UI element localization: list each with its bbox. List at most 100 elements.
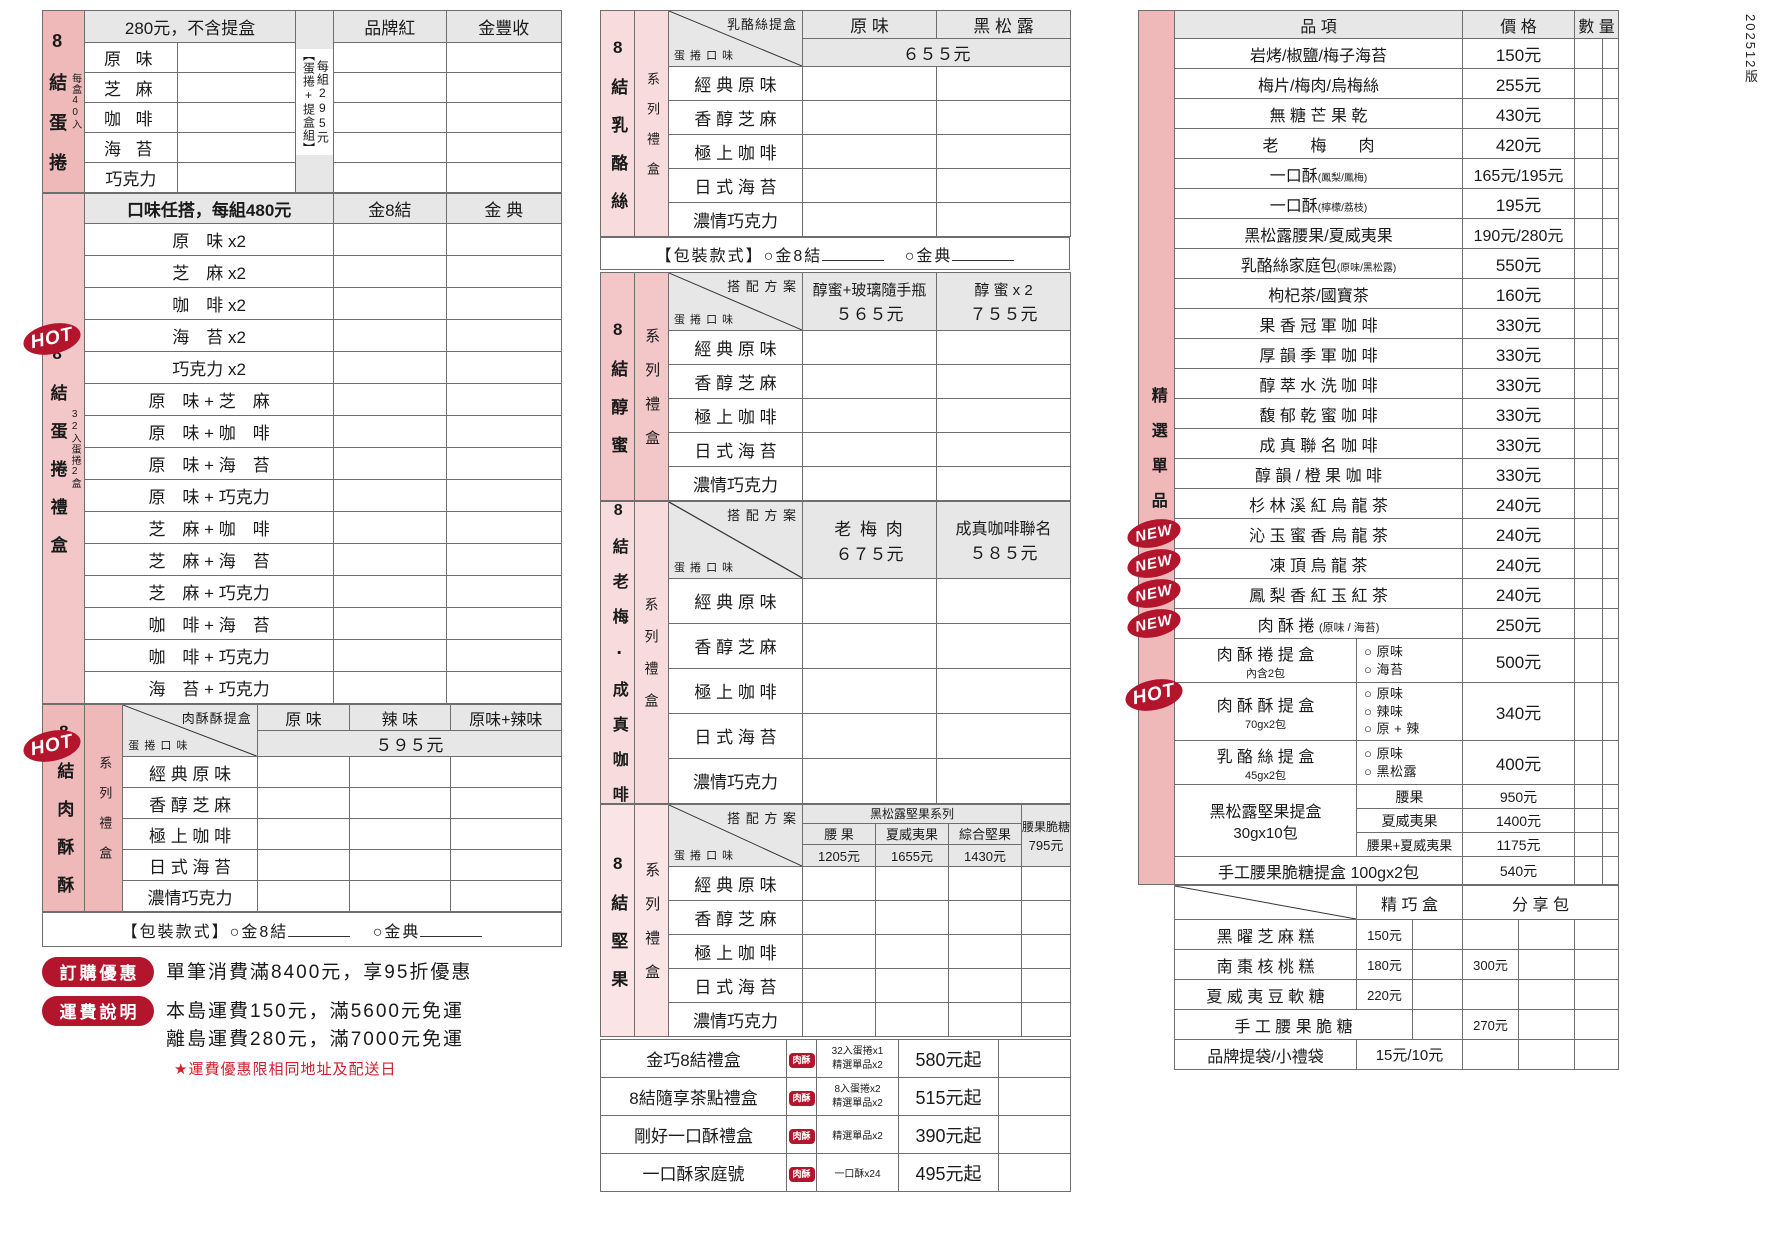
qty-cell[interactable] bbox=[1602, 548, 1620, 579]
package2-opt1-blank[interactable] bbox=[822, 259, 885, 261]
qty-cell[interactable] bbox=[802, 398, 937, 433]
qty-cell[interactable] bbox=[1574, 308, 1604, 339]
qty-cell[interactable] bbox=[1518, 1039, 1575, 1070]
qty-cell[interactable] bbox=[802, 168, 937, 203]
qty-cell[interactable] bbox=[333, 639, 447, 672]
qty-cell[interactable] bbox=[875, 968, 949, 1003]
qty-cell[interactable] bbox=[936, 398, 1071, 433]
qty-cell[interactable] bbox=[1574, 518, 1604, 549]
qty-cell[interactable] bbox=[802, 432, 937, 467]
qty-cell[interactable] bbox=[445, 72, 563, 103]
package-opt2[interactable]: ○金典 bbox=[372, 923, 421, 941]
qty-cell[interactable] bbox=[947, 934, 1023, 969]
qty-cell[interactable] bbox=[449, 818, 563, 850]
qty-cell[interactable] bbox=[333, 447, 447, 480]
qty-cell[interactable] bbox=[1602, 488, 1620, 519]
qty-cell[interactable] bbox=[1021, 968, 1072, 1003]
qty-cell[interactable] bbox=[256, 787, 351, 819]
qty-cell[interactable] bbox=[333, 162, 447, 193]
qty-cell[interactable] bbox=[333, 671, 447, 704]
qty-cell[interactable] bbox=[445, 543, 563, 576]
qty-cell[interactable] bbox=[1574, 548, 1604, 579]
qty-cell[interactable] bbox=[802, 577, 937, 624]
qty-cell[interactable] bbox=[333, 319, 447, 352]
qty-cell[interactable] bbox=[349, 880, 451, 912]
qty-cell[interactable] bbox=[176, 162, 296, 193]
qty-cell[interactable] bbox=[1021, 866, 1072, 901]
qty-cell[interactable] bbox=[1412, 949, 1463, 980]
qty-cell[interactable] bbox=[1574, 338, 1604, 369]
qty-cell[interactable] bbox=[1602, 308, 1620, 339]
qty-cell[interactable] bbox=[936, 330, 1071, 365]
qty-cell[interactable] bbox=[1518, 919, 1575, 950]
qty-cell[interactable] bbox=[1602, 248, 1620, 279]
qty-cell[interactable] bbox=[349, 818, 451, 850]
qty-cell[interactable] bbox=[445, 575, 563, 608]
qty-cell[interactable] bbox=[1574, 832, 1604, 857]
qty-cell[interactable] bbox=[1412, 979, 1463, 1010]
qty-cell[interactable] bbox=[449, 787, 563, 819]
qty-cell[interactable] bbox=[1602, 428, 1620, 459]
qty-cell[interactable] bbox=[1602, 338, 1620, 369]
qty-cell[interactable] bbox=[1573, 1039, 1620, 1070]
qty-cell[interactable] bbox=[1602, 458, 1620, 489]
qty-cell[interactable] bbox=[445, 383, 563, 416]
qty-cell[interactable] bbox=[333, 575, 447, 608]
qty-cell[interactable] bbox=[445, 319, 563, 352]
qty-cell[interactable] bbox=[445, 287, 563, 320]
qty-cell[interactable] bbox=[802, 66, 937, 101]
package-opt1[interactable]: ○金8結 bbox=[229, 923, 289, 941]
qty-cell[interactable] bbox=[936, 466, 1071, 501]
qty-cell[interactable] bbox=[1574, 398, 1604, 429]
qty-cell[interactable] bbox=[333, 415, 447, 448]
qty-cell[interactable] bbox=[1602, 832, 1620, 857]
qty-cell[interactable] bbox=[445, 162, 563, 193]
qty-cell[interactable] bbox=[445, 132, 563, 163]
qty-cell[interactable] bbox=[1021, 900, 1072, 935]
qty-cell[interactable] bbox=[936, 577, 1071, 624]
qty-cell[interactable] bbox=[1574, 638, 1604, 683]
qty-cell[interactable] bbox=[445, 102, 563, 133]
qty-cell[interactable] bbox=[445, 42, 563, 73]
qty-cell[interactable] bbox=[802, 202, 937, 237]
qty-cell[interactable] bbox=[445, 447, 563, 480]
qty-cell[interactable] bbox=[333, 132, 447, 163]
qty-cell[interactable] bbox=[802, 330, 937, 365]
qty-cell[interactable] bbox=[349, 756, 451, 788]
qty-cell[interactable] bbox=[1602, 784, 1620, 809]
qty-cell[interactable] bbox=[1602, 368, 1620, 399]
qty-cell[interactable] bbox=[1574, 248, 1604, 279]
qty-cell[interactable] bbox=[1021, 1002, 1072, 1037]
qty-cell[interactable] bbox=[1574, 188, 1604, 219]
qty-cell[interactable] bbox=[998, 1153, 1071, 1192]
qty-cell[interactable] bbox=[176, 42, 296, 73]
qty-cell[interactable] bbox=[1518, 979, 1575, 1010]
qty-cell[interactable] bbox=[1573, 949, 1620, 980]
option-item-choices-2[interactable]: ○ 原味 ○ 黑松露 bbox=[1355, 740, 1464, 785]
qty-cell[interactable] bbox=[1412, 919, 1463, 950]
qty-cell[interactable] bbox=[1574, 218, 1604, 249]
qty-cell[interactable] bbox=[176, 132, 296, 163]
qty-cell[interactable] bbox=[936, 757, 1071, 805]
qty-cell[interactable] bbox=[1602, 638, 1620, 683]
package2-opt2[interactable]: ○金典 bbox=[904, 247, 953, 265]
qty-cell[interactable] bbox=[333, 383, 447, 416]
qty-cell[interactable] bbox=[1602, 578, 1620, 609]
qty-cell[interactable] bbox=[1602, 218, 1620, 249]
qty-cell[interactable] bbox=[1602, 608, 1620, 639]
qty-cell[interactable] bbox=[1574, 278, 1604, 309]
qty-cell[interactable] bbox=[445, 511, 563, 544]
qty-cell[interactable] bbox=[1574, 740, 1604, 785]
qty-cell[interactable] bbox=[1602, 856, 1620, 885]
qty-cell[interactable] bbox=[802, 866, 876, 901]
qty-cell[interactable] bbox=[998, 1077, 1071, 1116]
qty-cell[interactable] bbox=[802, 466, 937, 501]
qty-cell[interactable] bbox=[936, 168, 1071, 203]
qty-cell[interactable] bbox=[936, 364, 1071, 399]
qty-cell[interactable] bbox=[445, 479, 563, 512]
qty-cell[interactable] bbox=[1602, 518, 1620, 549]
qty-cell[interactable] bbox=[1602, 740, 1620, 785]
qty-cell[interactable] bbox=[936, 712, 1071, 759]
qty-cell[interactable] bbox=[875, 900, 949, 935]
qty-cell[interactable] bbox=[449, 849, 563, 881]
